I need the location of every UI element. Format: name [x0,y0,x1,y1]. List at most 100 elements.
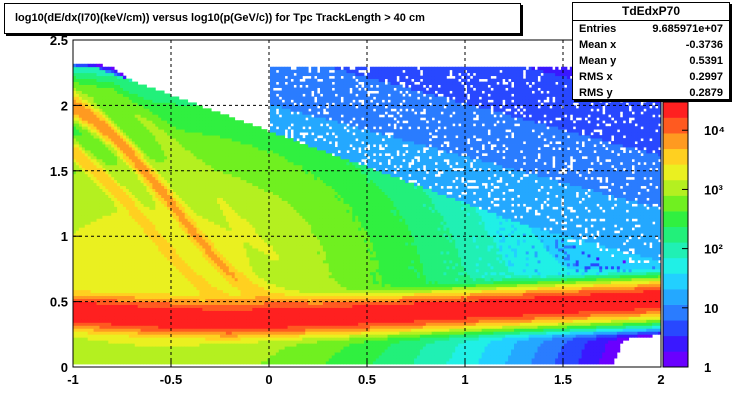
heatmap-cell [228,322,233,326]
heatmap-cell [125,200,130,204]
heatmap-cell [78,268,83,273]
heatmap-cell [152,96,156,100]
heatmap-cell [205,227,209,231]
heatmap-cell [199,307,203,311]
heatmap-cell [175,108,180,112]
heatmap-cell [131,319,136,323]
heatmap-cell [140,209,144,213]
heatmap-cell [172,194,177,198]
heatmap-cell [78,155,83,160]
heatmap-cell [161,212,165,216]
heatmap-cell [143,286,147,291]
heatmap-cell [122,123,127,127]
heatmap-cell [155,96,159,100]
heatmap-cell [87,135,92,139]
heatmap-cell [122,259,127,264]
heatmap-cell [90,215,94,219]
heatmap-cell [143,161,147,166]
heatmap-cell [108,120,112,124]
heatmap-cell [172,259,177,264]
heatmap-cell [108,132,112,136]
heatmap-cell [90,277,94,282]
heatmap-cell [149,114,153,118]
heatmap-cell [220,182,224,187]
heatmap-cell [220,141,224,145]
heatmap-cell [164,239,168,243]
heatmap-cell [125,90,130,94]
heatmap-cell [75,358,80,362]
heatmap-cell [78,149,83,154]
heatmap-cell [167,149,171,154]
heatmap-cell [96,164,100,169]
heatmap-cell [93,114,97,118]
heatmap-cell [131,173,136,178]
heatmap-cell [84,108,89,112]
heatmap-cell [170,215,174,219]
heatmap-cell [93,182,97,187]
heatmap-cell [143,352,147,356]
heatmap-cell [146,203,150,207]
heatmap-cell [99,307,103,311]
heatmap-cell [167,361,171,365]
heatmap-cell [146,87,150,91]
heatmap-cell [190,152,194,157]
heatmap-cell [181,319,186,323]
heatmap-cell [211,194,215,198]
heatmap-cell [105,209,109,213]
heatmap-cell [105,239,109,243]
heatmap-cell [117,167,121,172]
heatmap-cell [143,334,147,338]
heatmap-cell [143,358,147,362]
heatmap-cell [196,221,200,225]
heatmap-cell [214,313,218,317]
heatmap-cell [105,218,109,222]
heatmap-cell [199,310,203,314]
heatmap-cell [208,343,212,347]
heatmap-cell [87,194,92,198]
heatmap-cell [81,304,86,308]
heatmap-cell [111,322,115,326]
heatmap-cell [170,262,174,267]
heatmap-cell [134,292,139,297]
heatmap-cell [175,135,180,139]
heatmap-cell [187,144,191,148]
heatmap-cell [187,114,191,118]
heatmap-cell [128,209,133,213]
heatmap-cell [178,286,183,291]
heatmap-cell [170,191,174,195]
heatmap-cell [128,138,133,142]
heatmap-cell [90,343,94,347]
heatmap-cell [181,292,186,297]
heatmap-cell [214,322,218,326]
heatmap-cell [102,212,106,216]
heatmap-cell [149,155,153,160]
heatmap-cell [146,105,150,109]
heatmap-cell [170,102,174,106]
heatmap-cell [120,155,124,160]
heatmap-cell [93,111,97,115]
heatmap-cell [175,218,180,222]
heatmap-cell [155,185,159,190]
heatmap-cell [128,358,133,362]
heatmap-cell [87,197,92,201]
heatmap-cell [120,72,124,77]
heatmap-cell [146,120,150,124]
heatmap-cell [90,227,94,231]
heatmap-cell [193,123,197,127]
heatmap-cell [111,191,115,195]
heatmap-cell [134,105,139,109]
heatmap-cell [220,277,224,282]
heatmap-cell [152,176,156,181]
heatmap-cell [225,123,230,127]
heatmap-cell [228,307,233,311]
heatmap-cell [190,173,194,178]
heatmap-cell [96,334,100,338]
heatmap-cell [187,268,191,273]
heatmap-cell [178,212,183,216]
heatmap-cell [155,212,159,216]
heatmap-cell [105,173,109,178]
heatmap-cell [149,197,153,201]
heatmap-cell [225,328,230,332]
heatmap-cell [75,262,80,267]
heatmap-cell [205,319,209,323]
